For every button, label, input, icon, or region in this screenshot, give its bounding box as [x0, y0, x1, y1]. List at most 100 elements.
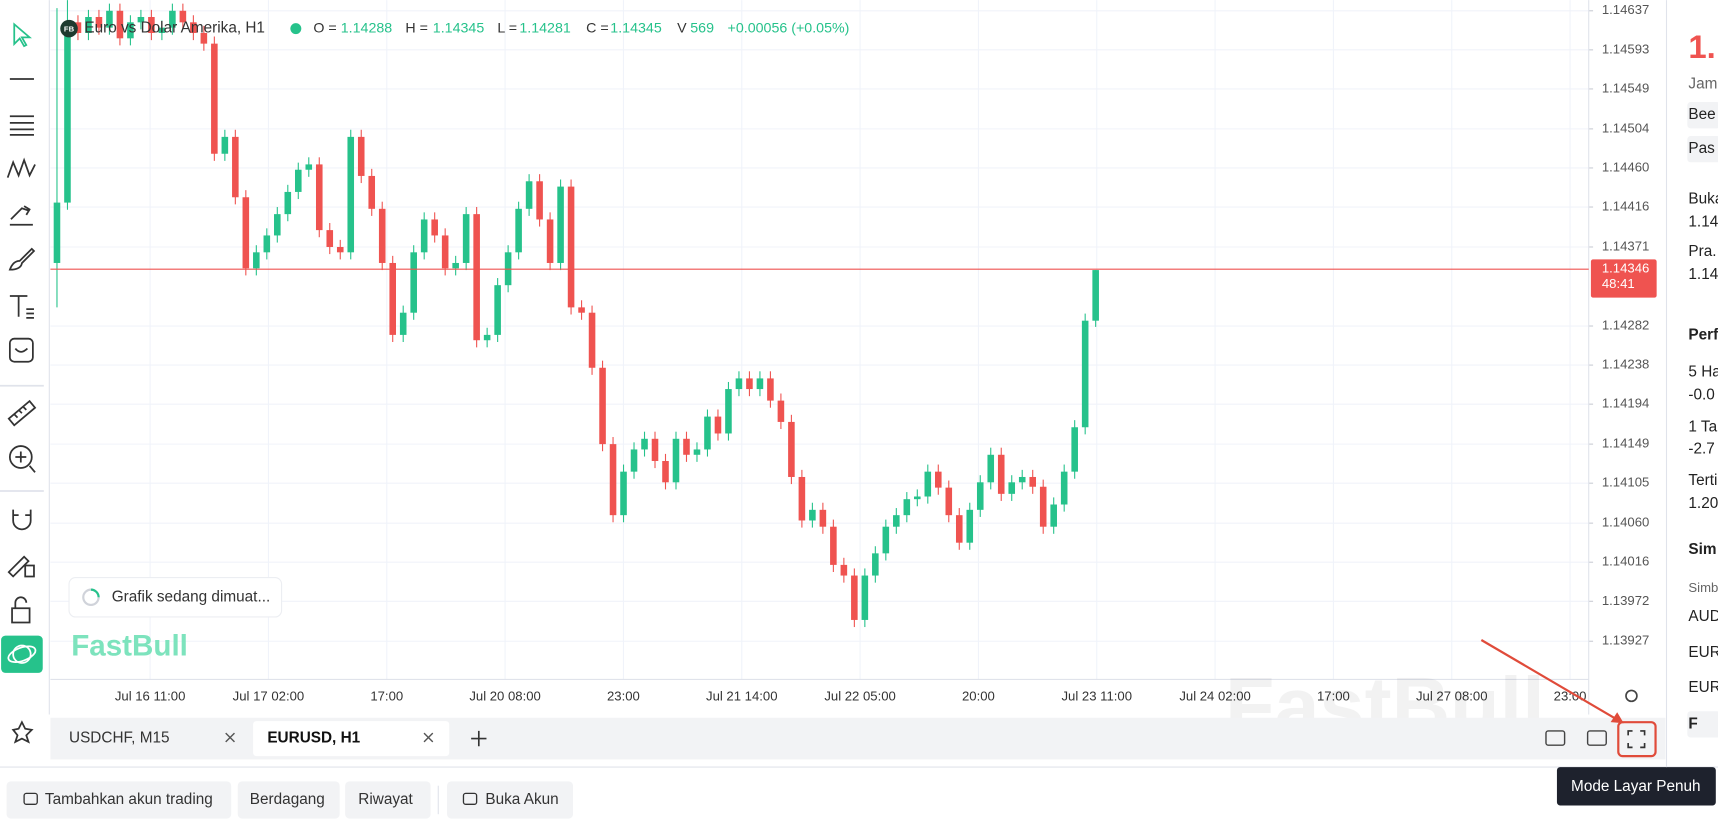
tab[interactable] — [52, 721, 248, 757]
candle-body — [872, 553, 879, 576]
button-label: Tambahkan akun trading — [45, 791, 213, 808]
button[interactable] — [6, 781, 232, 819]
candle-body — [819, 509, 827, 527]
panel-text: Jam — [1688, 76, 1717, 93]
active-tool-bg[interactable] — [1, 635, 43, 673]
candle-body — [1018, 476, 1026, 483]
side-panel: 1. Jam Bee Pas Buka 1.14 Pra. 1.14 Perf 5 Ha -0.0 1… — [1687, 28, 1718, 738]
zoom-tool[interactable] — [8, 445, 33, 469]
tab-label: USDCHF, M15 — [69, 730, 170, 747]
planet-icon — [7, 645, 37, 663]
y-tick-label: 1.14194 — [1602, 396, 1649, 411]
candle-body — [557, 186, 564, 263]
x-tick-label: Jul 27 08:00 — [1416, 688, 1488, 703]
y-tick-label: 1.14416 — [1602, 198, 1649, 213]
candle-body — [945, 487, 953, 516]
candle-body — [997, 454, 1005, 494]
cursor-tool[interactable] — [13, 22, 32, 48]
volume-value: 569 — [690, 20, 714, 36]
candle-body — [200, 32, 208, 44]
ohlc-value: 1.14345 — [433, 20, 485, 36]
settings-button[interactable] — [1625, 689, 1638, 703]
candle-body — [651, 438, 659, 461]
y-tick-label: 1.14549 — [1602, 80, 1649, 95]
candle-body — [536, 181, 543, 220]
favorite-tool[interactable] — [11, 720, 34, 744]
ohlc-value: 1.14288 — [341, 20, 393, 36]
candle-body — [830, 526, 837, 565]
candle-body — [630, 449, 638, 472]
ruler-tool[interactable] — [7, 399, 37, 427]
candle-body — [169, 10, 176, 28]
candle-body — [158, 27, 166, 33]
emoji-tool[interactable] — [8, 337, 34, 363]
candle-body — [1039, 486, 1047, 527]
candle-body — [473, 214, 480, 341]
tab-close[interactable] — [423, 732, 434, 743]
symbol-badge-text: FB — [64, 25, 75, 34]
candle-body — [53, 202, 61, 263]
text-tool[interactable] — [9, 295, 34, 319]
candle-body — [987, 454, 995, 483]
panel-chip — [1687, 102, 1718, 129]
chart-title: Euro vs Dolar Amerika, H1 — [84, 20, 265, 37]
panel-text: F — [1688, 715, 1697, 732]
tab-close[interactable] — [225, 732, 235, 743]
x-tick-label: 17:00 — [1317, 688, 1350, 703]
button[interactable] — [447, 781, 574, 819]
layout-button[interactable] — [1545, 730, 1566, 746]
fib-tool[interactable] — [9, 115, 34, 136]
candle-body — [798, 476, 806, 521]
fullscreen-button[interactable] — [1627, 730, 1646, 749]
candle-body — [851, 575, 858, 620]
loading-toast — [68, 576, 283, 618]
y-tick-label: 1.14282 — [1602, 317, 1649, 332]
panel-chip — [1687, 135, 1718, 163]
candle-body — [284, 191, 292, 215]
candle-body — [315, 164, 323, 231]
button[interactable] — [345, 781, 431, 819]
price-tag-value: 1.14346 — [1602, 261, 1649, 276]
button-label: Berdagang — [250, 791, 325, 808]
candle-body — [253, 252, 260, 269]
panel-text: 1. — [1688, 28, 1715, 65]
magnet-tool[interactable] — [12, 509, 32, 531]
panel-text: EUR — [1688, 679, 1718, 696]
candle-body — [1060, 471, 1068, 505]
projection-tool[interactable] — [9, 205, 33, 226]
candle-body — [452, 262, 459, 269]
brush-tool[interactable] — [8, 247, 36, 271]
candle-body — [934, 471, 942, 488]
panel-text: AUD — [1688, 608, 1718, 625]
pattern-tool[interactable] — [6, 157, 36, 178]
candle-body — [483, 334, 491, 341]
lock-draw-tool[interactable] — [7, 555, 35, 578]
candle-body — [861, 575, 869, 620]
candle-body — [1029, 476, 1036, 487]
tab-active[interactable] — [253, 721, 450, 757]
button-icon — [23, 792, 38, 806]
candle-body — [85, 16, 92, 33]
candle-body — [641, 438, 648, 450]
candle-body — [357, 136, 365, 176]
button[interactable] — [237, 781, 340, 819]
add-tab[interactable] — [471, 730, 487, 747]
candle-body — [735, 378, 743, 390]
price-tag — [1590, 259, 1657, 298]
candle-body — [746, 378, 753, 390]
candle-body — [924, 471, 932, 497]
candle-body — [693, 449, 701, 455]
button-label: Buka Akun — [485, 791, 558, 808]
window-button[interactable] — [1586, 730, 1607, 746]
candle-body — [683, 438, 690, 455]
candle-body — [441, 235, 449, 269]
x-tick-label: Jul 24 02:00 — [1179, 688, 1251, 703]
ohlc-label: C = — [586, 20, 609, 36]
change-value: +0.00056 (+0.05%) — [728, 20, 850, 36]
unlock-tool[interactable] — [11, 596, 31, 624]
annotation-arrow — [1480, 639, 1623, 724]
price-tag-countdown: 48:41 — [1602, 276, 1635, 291]
candle-body — [211, 43, 218, 154]
